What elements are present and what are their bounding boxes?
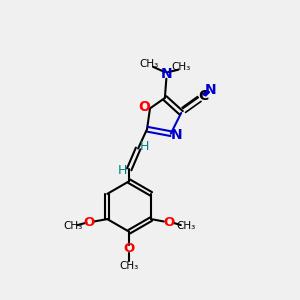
Text: N: N (170, 128, 182, 142)
Text: O: O (124, 242, 135, 255)
Text: C: C (198, 88, 208, 103)
Text: H: H (118, 164, 127, 177)
Text: CH₃: CH₃ (120, 261, 139, 271)
Text: CH₃: CH₃ (172, 62, 191, 72)
Text: O: O (163, 216, 175, 229)
Text: CH₃: CH₃ (139, 59, 158, 69)
Text: CH₃: CH₃ (176, 220, 196, 231)
Text: N: N (160, 67, 172, 81)
Text: O: O (139, 100, 151, 114)
Text: CH₃: CH₃ (63, 220, 82, 231)
Text: O: O (84, 216, 95, 229)
Text: N: N (205, 83, 216, 97)
Text: H: H (140, 140, 149, 153)
